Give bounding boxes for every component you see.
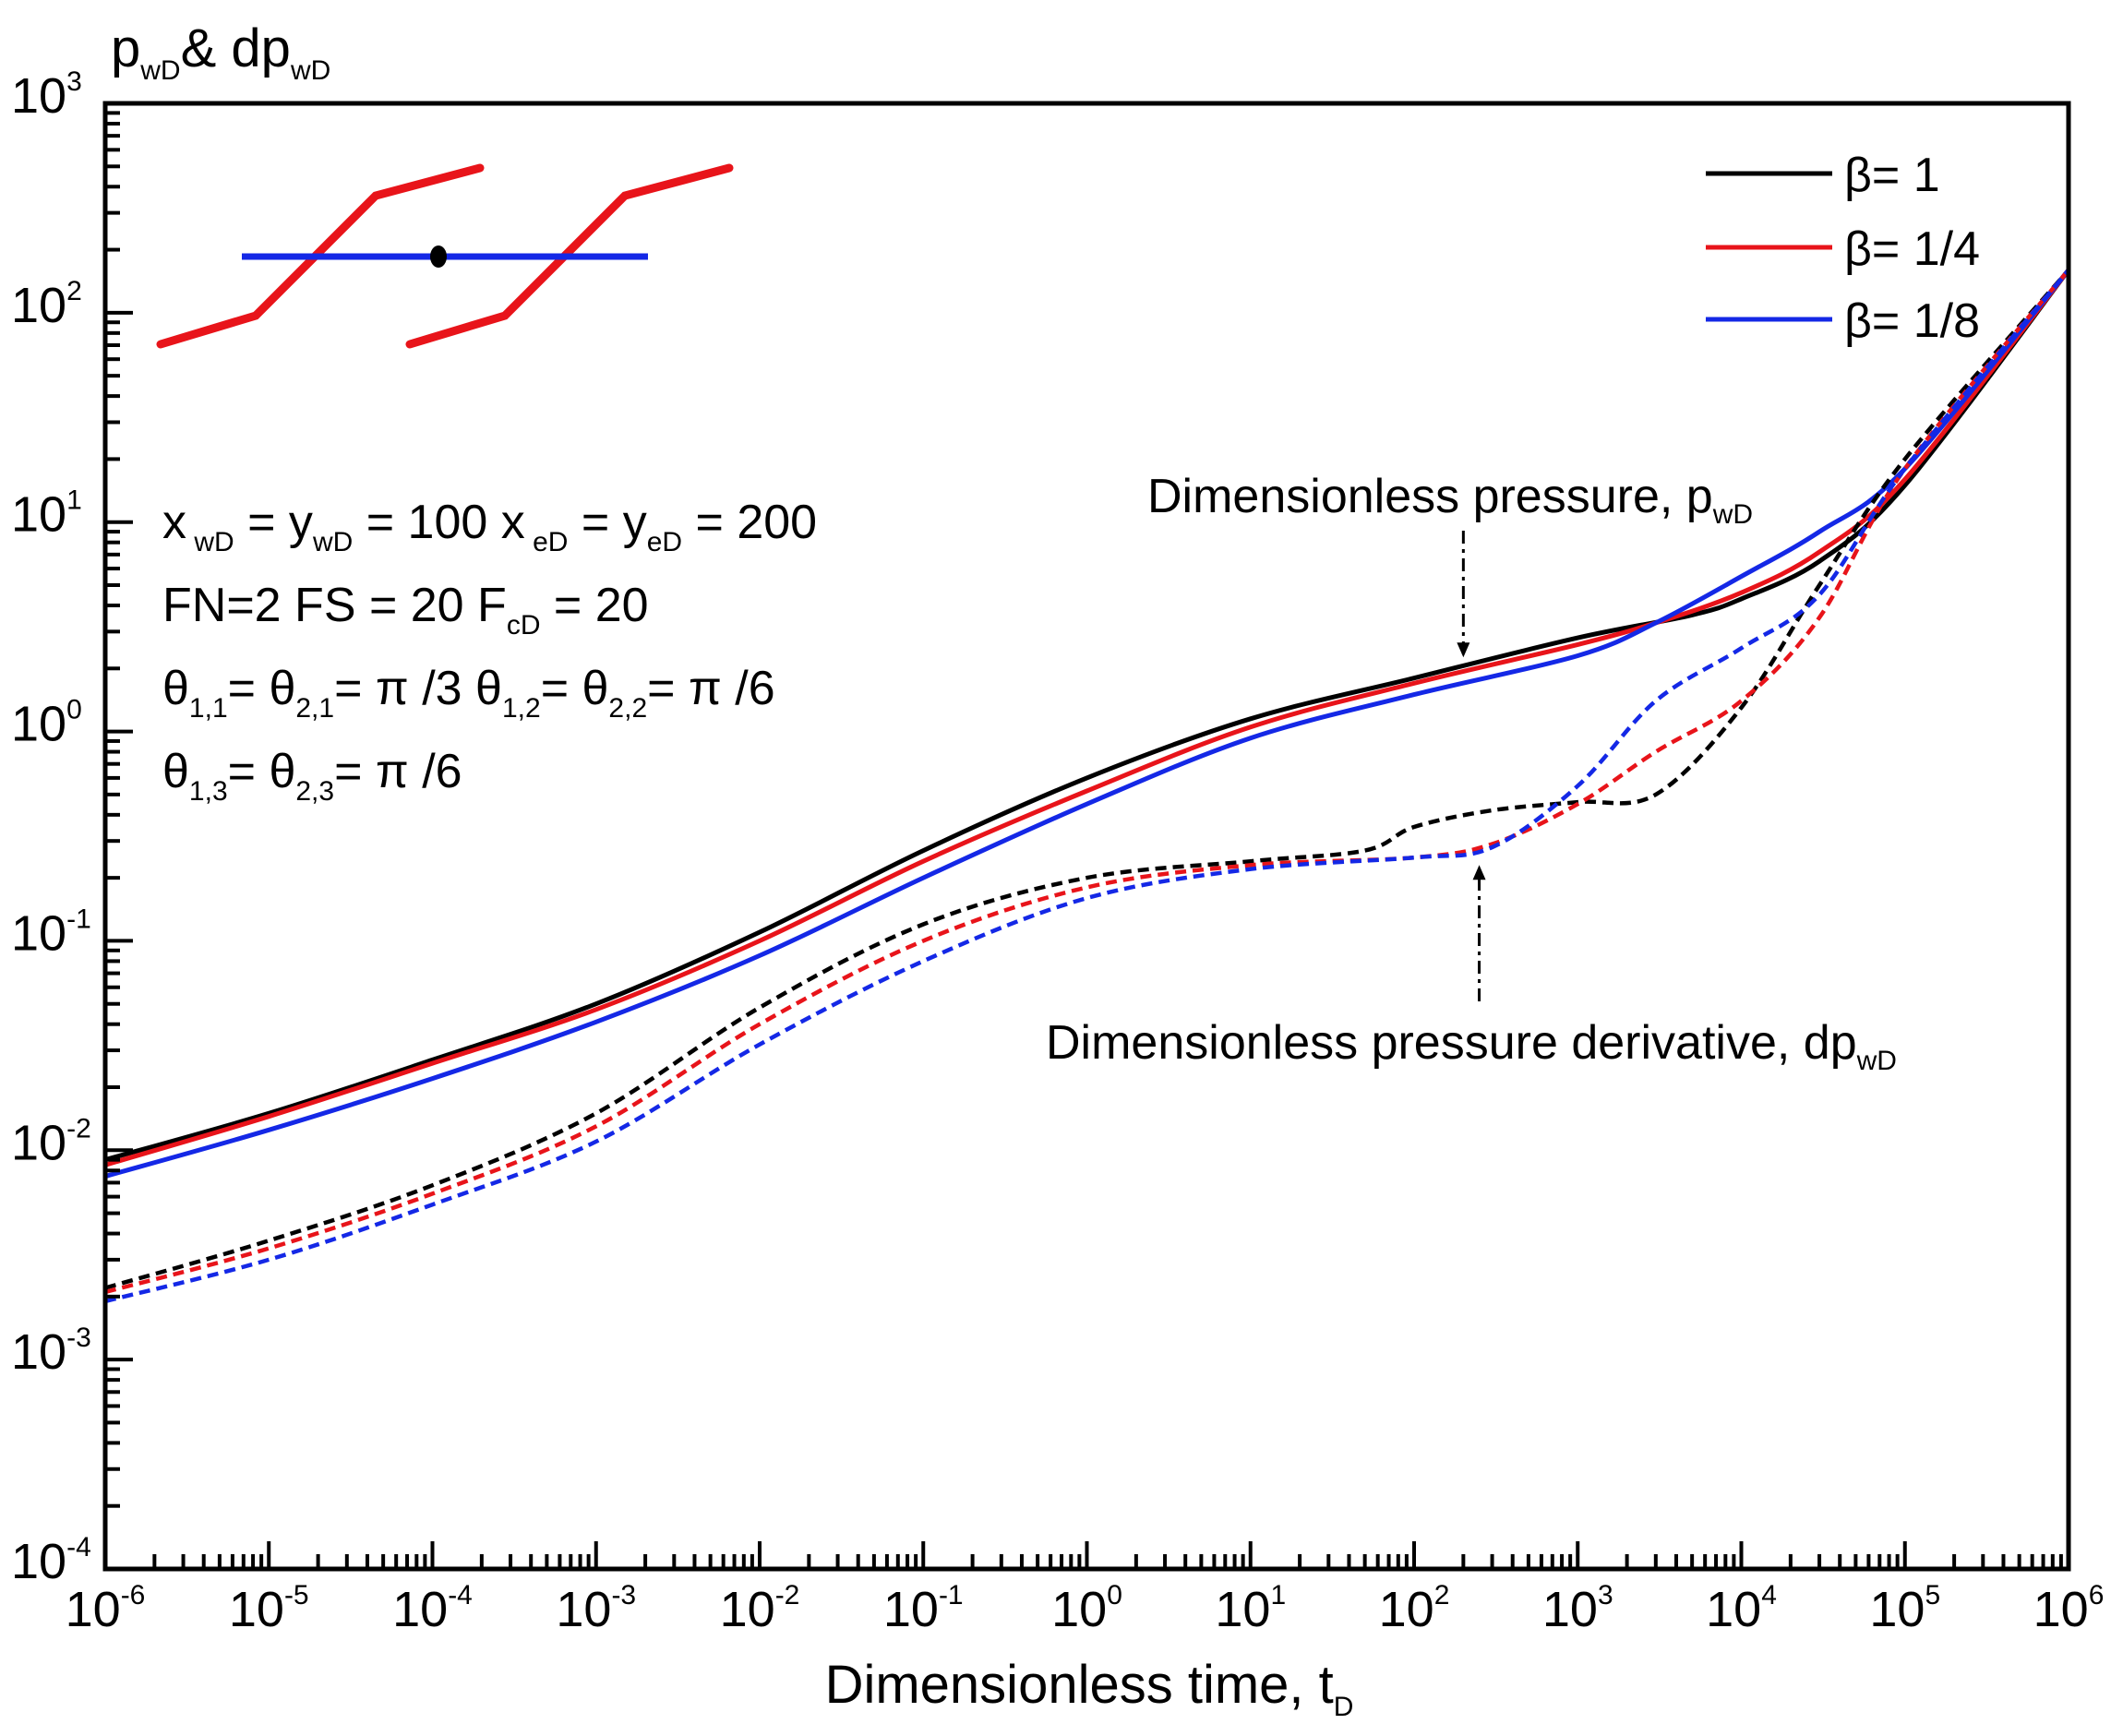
y-tick-label: 103 (11, 66, 82, 124)
y-tick-label: 10-3 (11, 1323, 91, 1380)
param-line-angles-2: θ1,3= θ2,3= π /6 (162, 745, 462, 807)
y-tick-label: 10-1 (11, 904, 91, 961)
y-tick-label: 101 (11, 485, 82, 543)
arrow-pressure (1457, 531, 1470, 658)
axis-ticks (103, 102, 2070, 1571)
arrow-head (1457, 642, 1470, 658)
y-axis-title: pwD& dpwD (111, 18, 330, 86)
legend-label-beta-1-8: β= 1/8 (1844, 294, 1980, 348)
legend-label-beta-1-4: β= 1/4 (1844, 222, 1980, 276)
x-tick-label: 10-6 (66, 1580, 146, 1637)
annotation-pressure: Dimensionless pressure, pwD (1147, 470, 1753, 530)
x-tick-label: 10-3 (556, 1580, 636, 1637)
series-pwd-1428e6 (104, 269, 2070, 1179)
arrow-head (1472, 865, 1486, 880)
y-tick-labels: 10-4 10-3 10-2 10-1 100 101 102 103 (11, 66, 91, 1589)
x-tick-label: 103 (1542, 1580, 1613, 1637)
annotation-derivative: Dimensionless pressure derivative, dpwD (1046, 1016, 1897, 1076)
well-fracture-schematic (156, 163, 734, 349)
x-axis-title: Dimensionless time, tD (825, 1655, 1354, 1722)
series-dpwd-000000 (104, 269, 2070, 1290)
x-tick-label: 10-1 (883, 1580, 964, 1637)
annotations: Dimensionless pressure, pwD Dimensionles… (1046, 470, 1897, 1076)
x-tick-label: 10-5 (229, 1580, 309, 1637)
param-line-angles-1: θ1,1= θ2,1= π /3 θ1,2= θ2,2= π /6 (162, 662, 775, 724)
y-tick-label: 102 (11, 276, 82, 333)
x-tick-label: 106 (2033, 1580, 2105, 1637)
param-line-fractures: FN=2 FS = 20 FcD = 20 (162, 579, 649, 641)
x-tick-label: 104 (1706, 1580, 1777, 1637)
series-pwd-e8141a (104, 269, 2070, 1167)
x-tick-labels: 10-6 10-5 10-4 10-3 10-2 10-1 100 101 102 103 104 1… (66, 1580, 2105, 1637)
x-tick-label: 10-2 (720, 1580, 800, 1637)
x-tick-label: 105 (1869, 1580, 1940, 1637)
x-tick-label: 10-4 (392, 1580, 473, 1637)
x-tick-label: 101 (1215, 1580, 1286, 1637)
arrow-derivative (1472, 865, 1486, 1001)
parameter-block: x wD = ywD = 100 x eD = yeD = 200 FN=2 F… (162, 496, 817, 807)
x-tick-label: 102 (1379, 1580, 1450, 1637)
y-tick-label: 100 (11, 695, 82, 752)
plot-frame (102, 101, 2071, 1572)
legend-label-beta-1: β= 1 (1844, 149, 1940, 202)
param-line-spacing: x wD = ywD = 100 x eD = yeD = 200 (162, 496, 817, 557)
series-pwd-000000 (104, 269, 2070, 1163)
well-point (430, 245, 447, 268)
legend: β= 1 β= 1/4 β= 1/8 (1706, 149, 1980, 348)
series-layer (104, 269, 2070, 1304)
series-dpwd-e8141a (104, 269, 2070, 1295)
y-tick-label: 10-4 (11, 1532, 91, 1589)
y-tick-label: 10-2 (11, 1113, 91, 1170)
x-tick-label: 100 (1051, 1580, 1122, 1637)
series-dpwd-1428e6 (104, 269, 2070, 1304)
